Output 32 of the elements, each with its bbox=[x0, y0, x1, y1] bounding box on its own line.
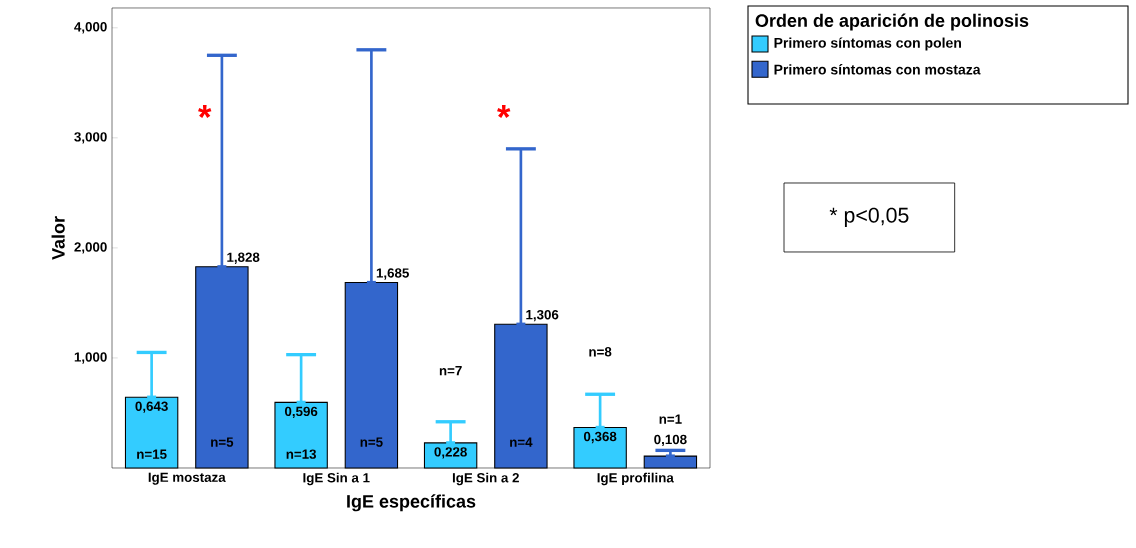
y-tick-label: 1,000 bbox=[74, 352, 107, 364]
legend-title: Orden de aparición de polinosis bbox=[755, 13, 1029, 31]
data-label: 0,368 bbox=[583, 431, 617, 444]
data-label: 0,596 bbox=[284, 406, 318, 419]
y-tick-label: 4,000 bbox=[74, 22, 107, 34]
y-axis-title: Valor bbox=[51, 216, 65, 260]
y-tick-label: 3,000 bbox=[74, 132, 107, 144]
annotation: * bbox=[497, 105, 511, 118]
annotation: n=8 bbox=[589, 347, 612, 357]
annotation: n=5 bbox=[360, 437, 383, 447]
legend-label: Primero síntomas con mostaza bbox=[774, 64, 981, 75]
data-label: 0,108 bbox=[654, 434, 687, 447]
data-label: 1,685 bbox=[376, 268, 409, 280]
x-tick-label: IgE mostaza bbox=[148, 472, 226, 485]
annotation: n=13 bbox=[286, 449, 317, 459]
annotation: n=15 bbox=[137, 449, 167, 459]
x-tick-label: IgE profilina bbox=[597, 472, 674, 486]
data-label: 1,306 bbox=[526, 309, 559, 322]
legend-label: Primero síntomas con polen bbox=[774, 37, 961, 51]
annotation: n=4 bbox=[510, 437, 533, 447]
y-tick-label: 2,000 bbox=[74, 242, 107, 254]
annotation: n=7 bbox=[439, 366, 462, 376]
annotation: * bbox=[198, 105, 212, 118]
data-label: 0,228 bbox=[434, 447, 467, 459]
x-tick-label: IgE Sin a 1 bbox=[303, 472, 370, 486]
x-axis-title: IgE específicas bbox=[347, 494, 476, 512]
text: * p<0,05 bbox=[829, 207, 909, 227]
data-label: 0,643 bbox=[135, 401, 168, 413]
data-label: 1,828 bbox=[227, 252, 260, 264]
x-tick-label: IgE Sin a 2 bbox=[452, 472, 519, 486]
annotation: n=5 bbox=[211, 437, 234, 447]
annotation: n=1 bbox=[659, 414, 682, 424]
